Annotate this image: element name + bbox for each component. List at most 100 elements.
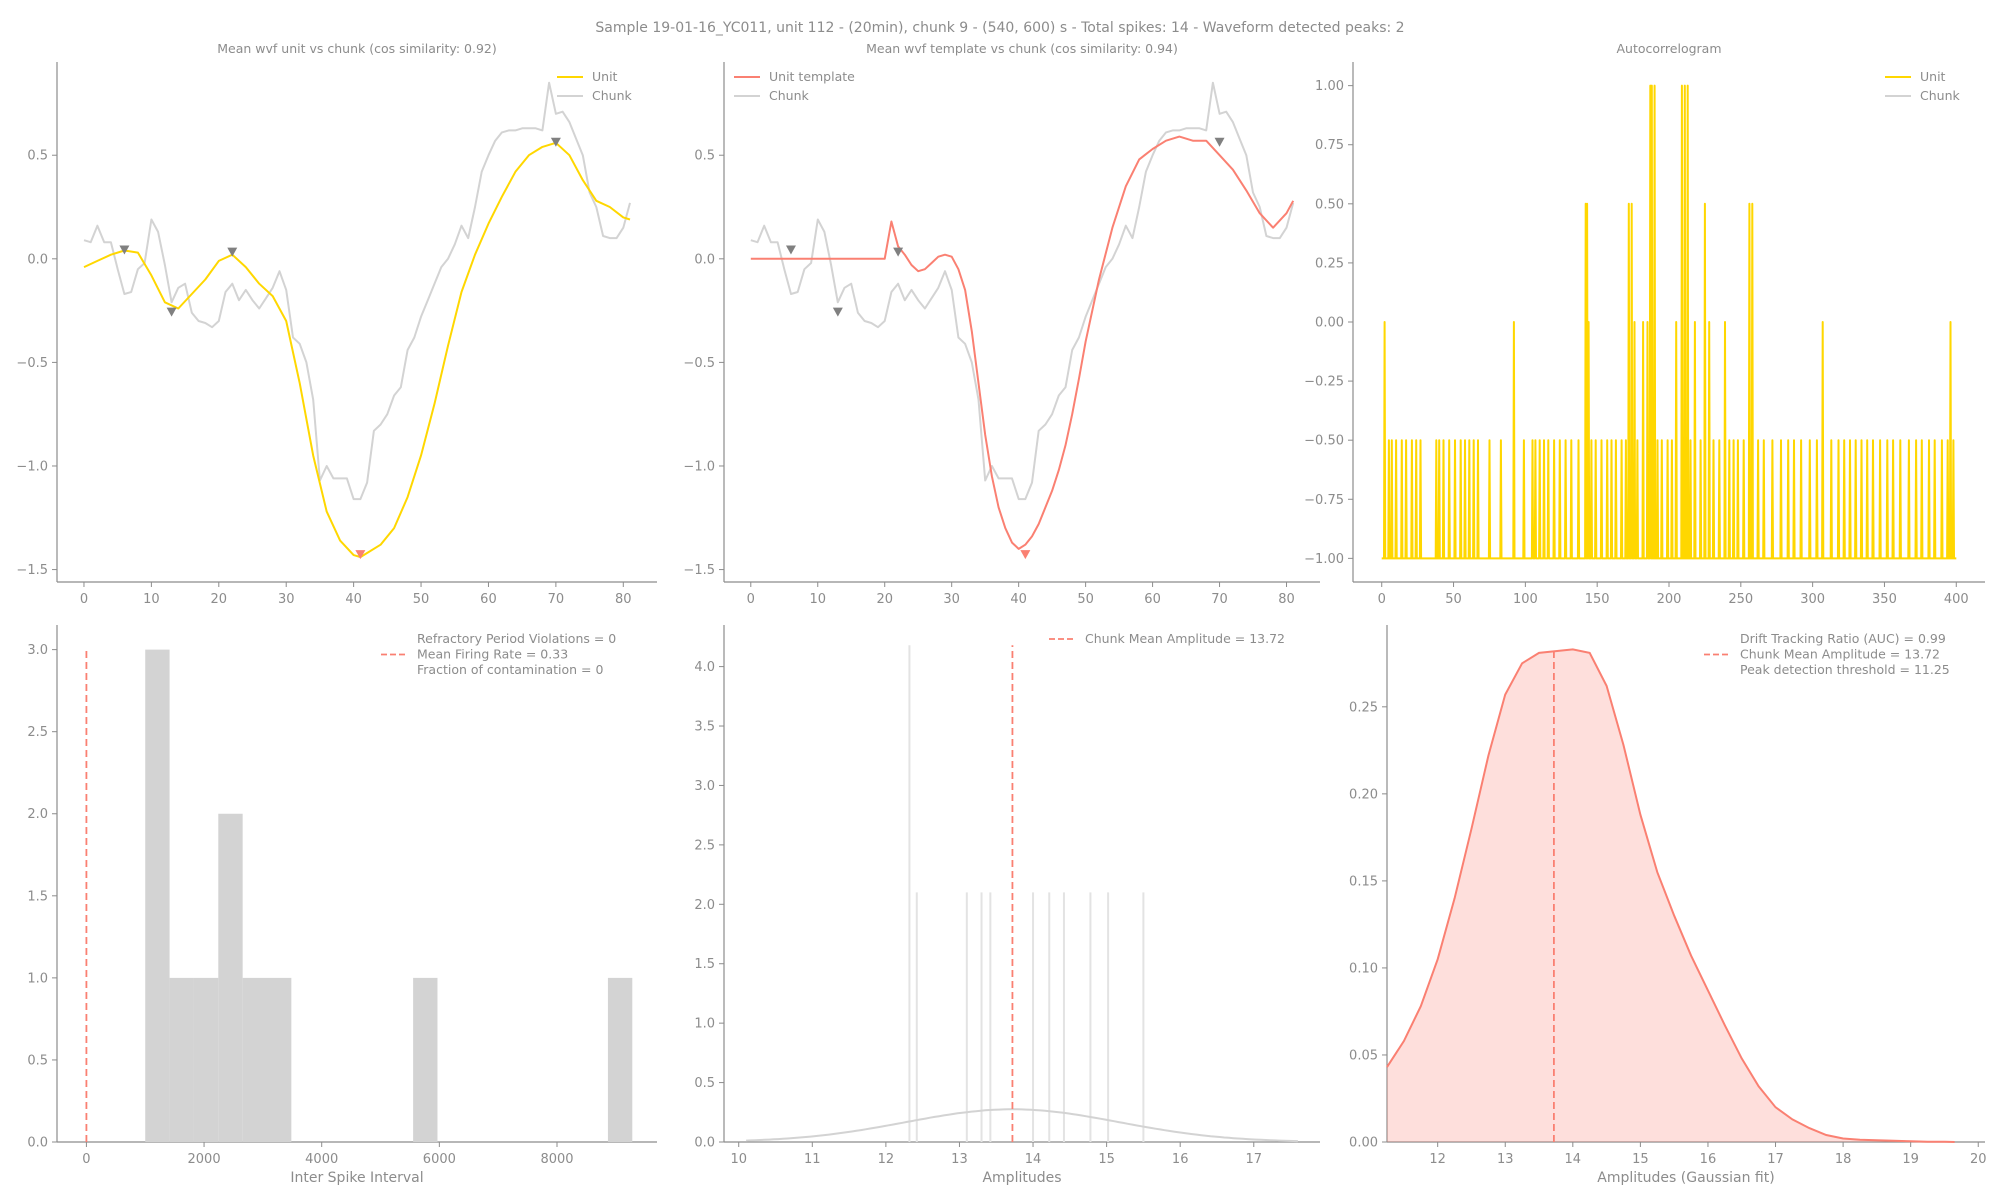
x-tick-label: 14	[1565, 1152, 1582, 1167]
y-tick-label: −0.75	[1304, 493, 1344, 508]
y-tick-label: 0.5	[27, 149, 48, 164]
x-tick-label: 0	[747, 592, 755, 607]
peak-marker	[119, 245, 130, 255]
y-tick-label: 0.00	[1315, 316, 1344, 331]
panel-title: Autocorrelogram	[1616, 41, 1721, 56]
x-tick-label: 70	[1211, 592, 1228, 607]
x-tick-label: 20	[1970, 1152, 1987, 1167]
y-tick-label: 1.0	[694, 1017, 715, 1032]
x-tick-label: 8000	[540, 1152, 573, 1167]
y-tick-label: 3.5	[694, 720, 715, 735]
x-tick-label: 6000	[423, 1152, 456, 1167]
legend-label: Unit	[1920, 69, 1946, 84]
panel-gaussian_fit: 12 13 14 15 16 17 18 19 20 0.00 0.05 0.10 0.15 0.20 0.…	[1349, 625, 1987, 1186]
x-tick-label: 17	[1767, 1152, 1784, 1167]
gaussian-curve	[746, 1108, 1298, 1143]
y-tick-label: −0.5	[16, 356, 48, 371]
x-tick-label: 0	[1378, 592, 1386, 607]
legend-text: Chunk Mean Amplitude = 13.72	[1085, 631, 1285, 646]
panel-title: Mean wvf unit vs chunk (cos similarity: …	[217, 41, 497, 56]
x-tick-label: 300	[1800, 592, 1825, 607]
legend-text: Chunk Mean Amplitude = 13.72	[1740, 647, 1940, 662]
legend-text: Fraction of contamination = 0	[417, 662, 603, 677]
y-tick-label: −0.25	[1304, 375, 1344, 390]
peak-marker	[355, 550, 366, 560]
x-tick-label: 150	[1585, 592, 1610, 607]
y-tick-label: 0.10	[1349, 961, 1378, 976]
gaussian-fit-curve	[1386, 648, 1955, 1143]
series-line-chunk	[83, 81, 631, 501]
y-tick-label: −1.5	[16, 563, 48, 578]
y-tick-label: 0.0	[694, 252, 715, 267]
x-axis-label: Inter Spike Interval	[290, 1170, 423, 1186]
y-tick-label: 0.5	[694, 1076, 715, 1091]
histogram-bar	[242, 977, 267, 1142]
peak-marker	[832, 307, 843, 317]
y-tick-label: 2.0	[694, 898, 715, 913]
x-tick-label: 10	[809, 592, 826, 607]
x-tick-label: 12	[1429, 1152, 1446, 1167]
peak-marker	[550, 137, 561, 147]
y-tick-label: −0.5	[683, 356, 715, 371]
x-tick-label: 20	[211, 592, 228, 607]
y-tick-label: 1.0	[27, 971, 48, 986]
gaussian-fit-area	[1387, 649, 1955, 1142]
y-tick-label: 0.25	[1315, 256, 1344, 271]
legend-label: Unit	[592, 69, 618, 84]
histogram-bar	[413, 977, 438, 1142]
legend-label: Unit template	[769, 69, 855, 84]
y-tick-label: 0.50	[1315, 197, 1344, 212]
x-tick-label: 16	[1700, 1152, 1717, 1167]
legend-text: Peak detection threshold = 11.25	[1740, 662, 1950, 677]
x-tick-label: 50	[1077, 592, 1094, 607]
peak-marker	[1214, 137, 1225, 147]
x-tick-label: 60	[480, 592, 497, 607]
x-tick-label: 40	[345, 592, 362, 607]
y-tick-label: 1.5	[27, 889, 48, 904]
histogram-bar	[607, 977, 633, 1142]
x-tick-label: 80	[615, 592, 632, 607]
x-tick-label: 100	[1513, 592, 1538, 607]
y-tick-label: 0.5	[27, 1053, 48, 1068]
panel-wvf_unit: Mean wvf unit vs chunk (cos similarity: …	[16, 41, 657, 607]
x-tick-label: 30	[278, 592, 295, 607]
peak-marker	[227, 247, 238, 257]
peak-marker	[893, 247, 904, 257]
x-tick-label: 250	[1728, 592, 1753, 607]
histogram-bar	[267, 977, 292, 1142]
legend-text: Drift Tracking Ratio (AUC) = 0.99	[1740, 631, 1946, 646]
x-tick-label: 11	[804, 1152, 821, 1167]
x-tick-label: 0	[82, 1152, 90, 1167]
series-line-chunk	[750, 81, 1295, 501]
x-axis-label: Amplitudes	[982, 1170, 1061, 1186]
y-tick-label: 1.00	[1315, 79, 1344, 94]
y-tick-label: 0.05	[1349, 1048, 1378, 1063]
x-tick-label: 40	[1010, 592, 1027, 607]
histogram-bar	[145, 649, 170, 1142]
x-tick-label: 2000	[188, 1152, 221, 1167]
x-tick-label: 30	[943, 592, 960, 607]
x-tick-label: 17	[1246, 1152, 1263, 1167]
x-tick-label: 60	[1144, 592, 1161, 607]
y-tick-label: −1.0	[683, 459, 715, 474]
x-tick-label: 0	[80, 592, 88, 607]
x-tick-label: 16	[1172, 1152, 1189, 1167]
peak-marker	[1020, 550, 1031, 560]
figure-suptitle: Sample 19-01-16_YC011, unit 112 - (20min…	[595, 20, 1405, 36]
x-tick-label: 200	[1657, 592, 1682, 607]
y-tick-label: −1.0	[16, 459, 48, 474]
histogram-bar	[218, 813, 243, 1142]
x-tick-label: 400	[1944, 592, 1969, 607]
x-tick-label: 20	[876, 592, 893, 607]
x-tick-label: 13	[951, 1152, 968, 1167]
x-tick-label: 50	[413, 592, 430, 607]
x-tick-label: 15	[1098, 1152, 1115, 1167]
y-tick-label: 3.0	[694, 779, 715, 794]
y-tick-label: −1.5	[683, 563, 715, 578]
y-tick-label: 0.75	[1315, 138, 1344, 153]
y-tick-label: 4.0	[694, 660, 715, 675]
legend-label: Chunk	[592, 88, 632, 103]
x-axis-label: Amplitudes (Gaussian fit)	[1597, 1170, 1774, 1186]
y-tick-label: 0.0	[694, 1136, 715, 1151]
